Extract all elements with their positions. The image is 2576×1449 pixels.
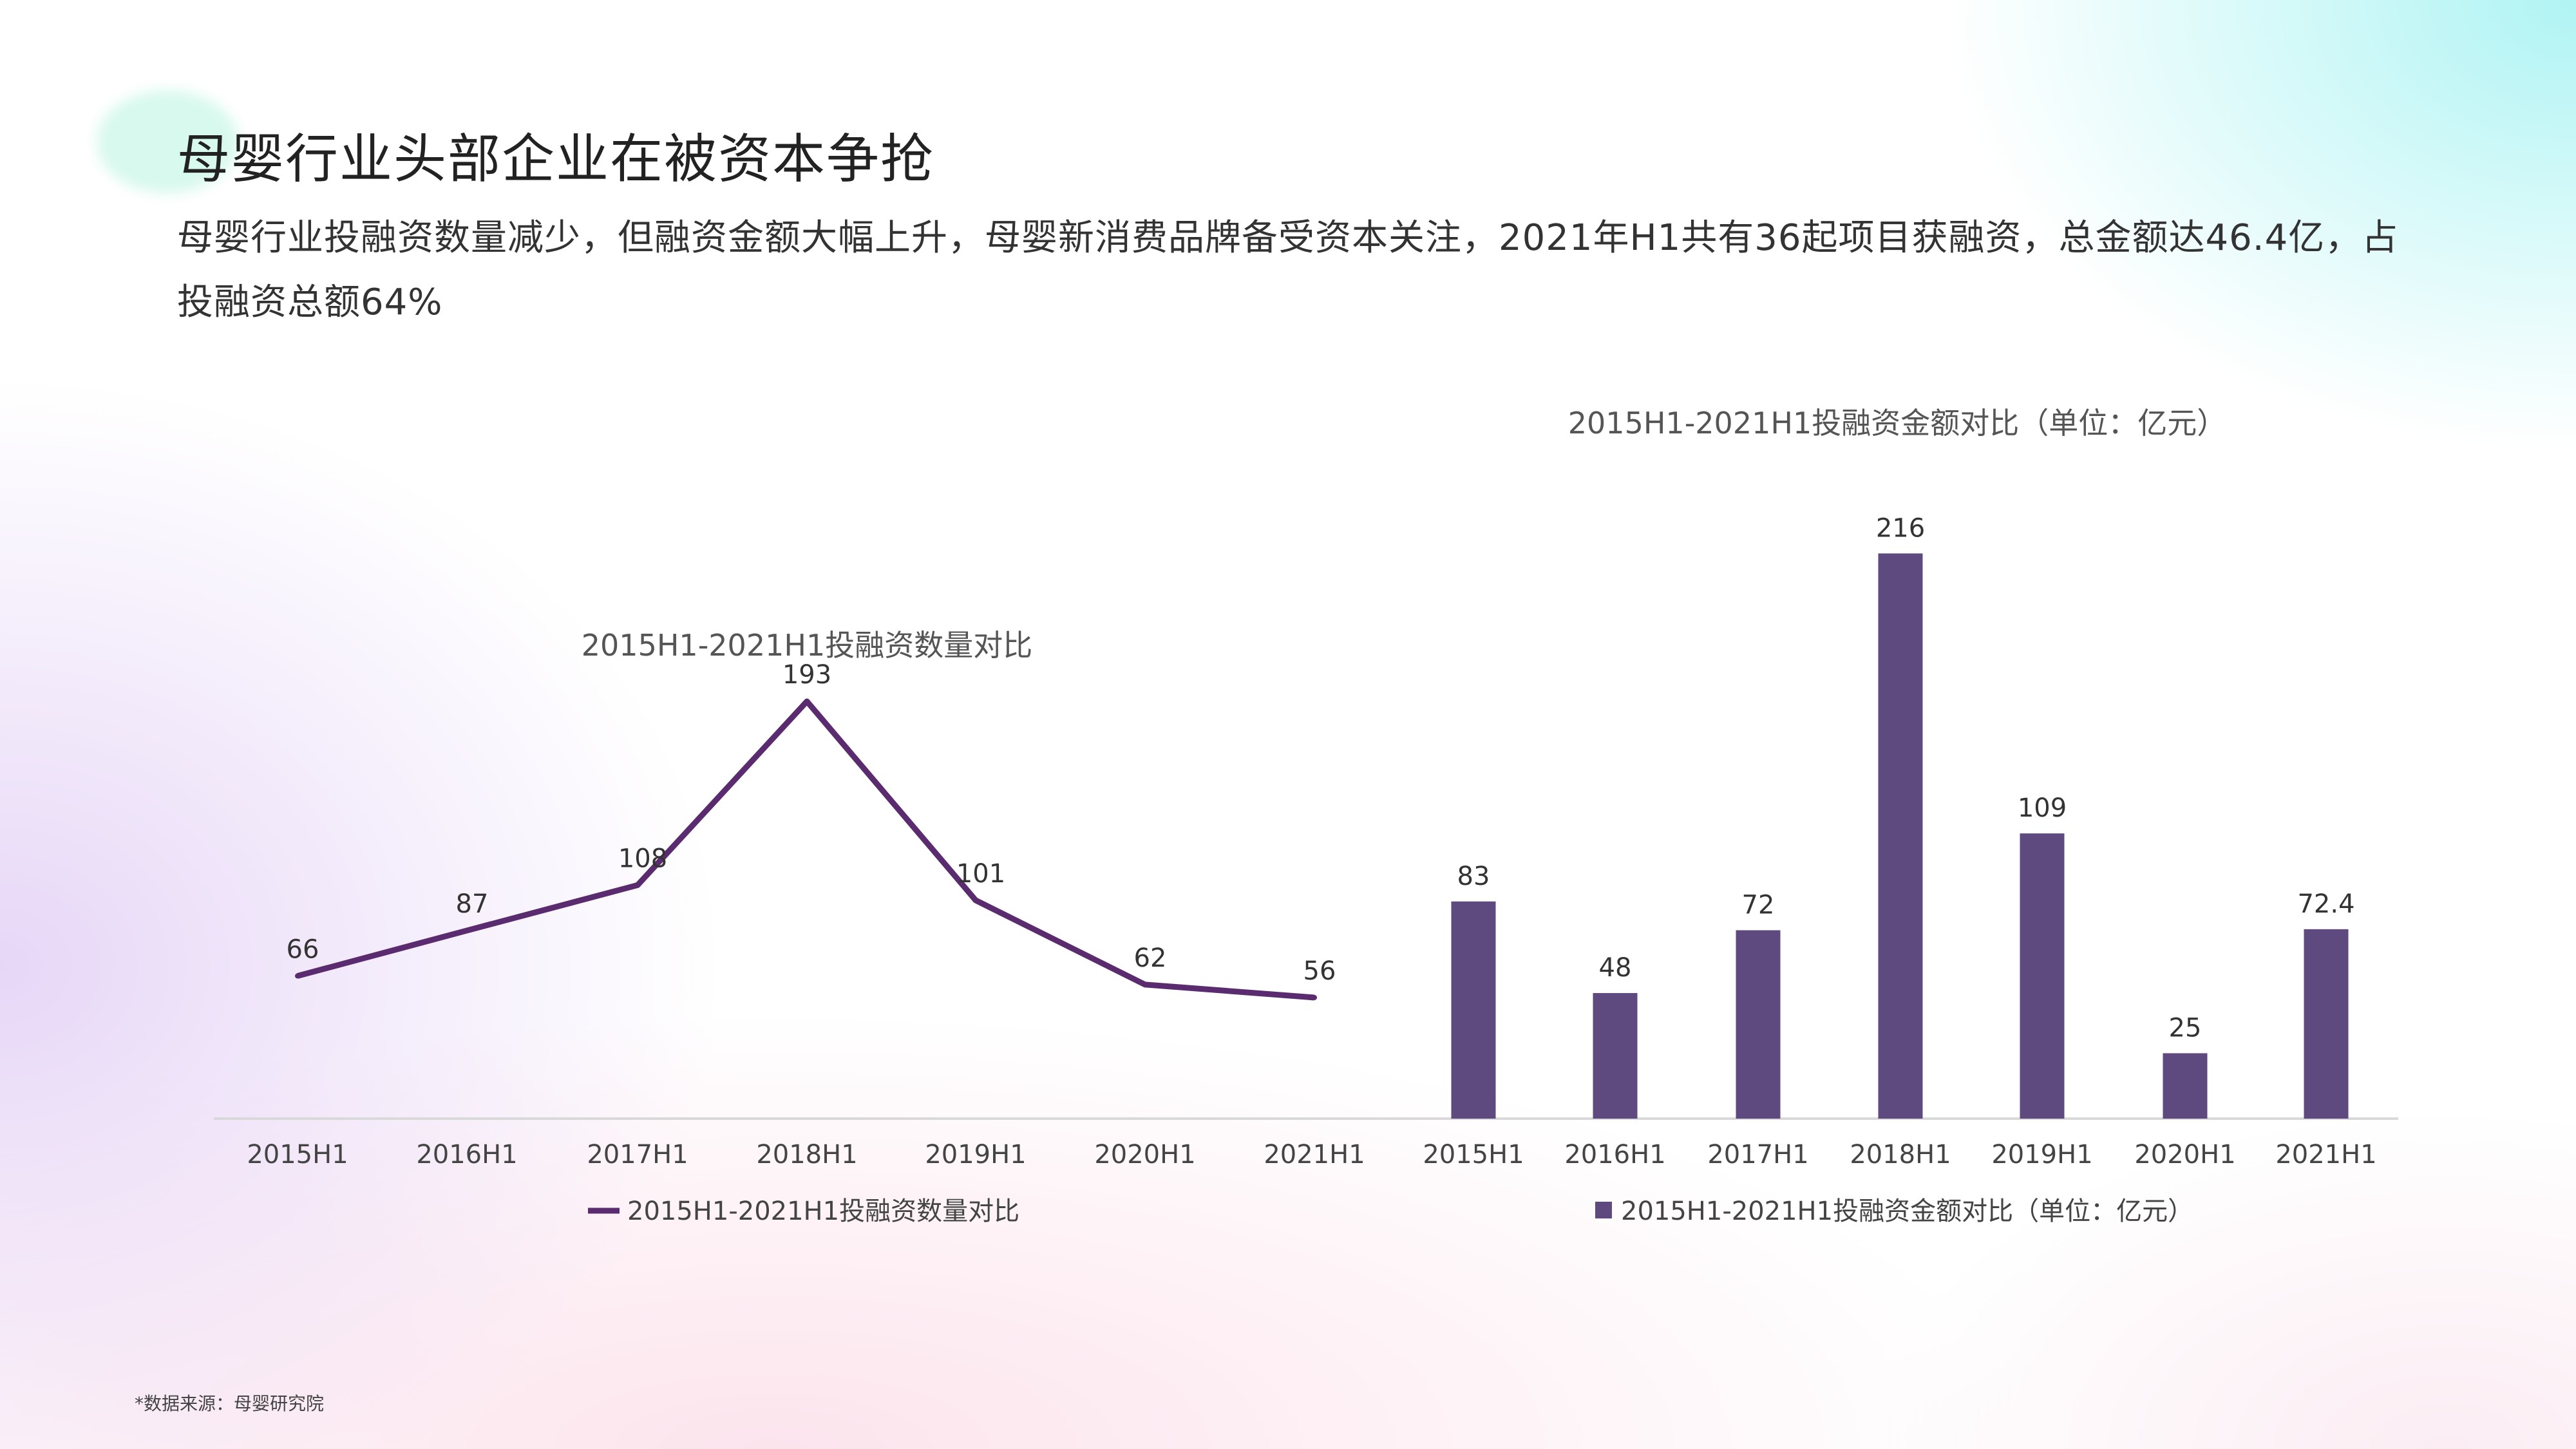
line-data-label: 193 xyxy=(782,660,831,690)
page-subtitle: 母婴行业投融资数量减少，但融资金额大幅上升，母婴新消费品牌备受资本关注，2021… xyxy=(177,217,2399,323)
line-point xyxy=(1312,995,1317,1001)
bar-data-label: 83 xyxy=(1457,862,1490,891)
bar-chart-title: 2015H1-2021H1投融资金额对比（单位：亿元） xyxy=(1568,406,2226,440)
line-x-tick-label: 2015H1 xyxy=(247,1140,348,1170)
bar xyxy=(2304,929,2349,1119)
bar-x-tick-label: 2019H1 xyxy=(1991,1140,2092,1170)
source-footnote: *数据来源：母婴研究院 xyxy=(135,1393,325,1414)
bar-data-label: 109 xyxy=(2018,793,2067,823)
bar-data-label: 72.4 xyxy=(2297,889,2354,919)
bar-legend-swatch xyxy=(1595,1202,1612,1218)
line-point xyxy=(295,973,300,979)
line-legend-label: 2015H1-2021H1投融资数量对比 xyxy=(627,1197,1019,1226)
line-data-label: 87 xyxy=(456,889,489,919)
bar xyxy=(1593,992,1638,1119)
bar-x-tick-label: 2017H1 xyxy=(1707,1140,1808,1170)
bar-x-tick-label: 2021H1 xyxy=(2275,1140,2376,1170)
line-x-tick-label: 2018H1 xyxy=(756,1140,857,1170)
line-data-label: 101 xyxy=(956,859,1005,889)
page-title: 母婴行业头部企业在被资本争抢 xyxy=(177,129,935,190)
bar-x-tick-label: 2015H1 xyxy=(1423,1140,1524,1170)
line-x-tick-label: 2019H1 xyxy=(925,1140,1026,1170)
line-chart-title: 2015H1-2021H1投融资数量对比 xyxy=(582,628,1032,663)
line-data-label: 108 xyxy=(618,844,667,873)
line-point xyxy=(1142,981,1148,987)
line-x-tick-label: 2016H1 xyxy=(416,1140,517,1170)
line-x-tick-label: 2017H1 xyxy=(587,1140,688,1170)
line-x-tick-label: 2020H1 xyxy=(1094,1140,1195,1170)
bar-x-tick-label: 2016H1 xyxy=(1564,1140,1665,1170)
line-point xyxy=(804,699,810,705)
bar-data-label: 25 xyxy=(2169,1013,2202,1043)
bar xyxy=(1736,930,1781,1119)
bar-data-label: 48 xyxy=(1599,953,1632,983)
bar-x-tick-label: 2018H1 xyxy=(1850,1140,1951,1170)
line-data-label: 56 xyxy=(1303,956,1336,986)
decorative-blob xyxy=(97,90,238,193)
bar-data-label: 72 xyxy=(1742,890,1775,920)
line-data-label: 66 xyxy=(287,934,319,964)
bar xyxy=(1451,901,1496,1119)
bar-data-label: 216 xyxy=(1876,513,1925,543)
bar-x-tick-label: 2020H1 xyxy=(2134,1140,2235,1170)
line-point xyxy=(635,882,640,888)
line-point xyxy=(464,927,469,933)
bar xyxy=(2020,833,2065,1119)
bar xyxy=(2163,1053,2208,1119)
line-data-label: 62 xyxy=(1134,943,1167,973)
line-x-tick-label: 2021H1 xyxy=(1264,1140,1365,1170)
bar-legend-label: 2015H1-2021H1投融资金额对比（单位：亿元） xyxy=(1621,1197,2193,1226)
line-point xyxy=(973,897,978,903)
bar xyxy=(1878,553,1923,1119)
